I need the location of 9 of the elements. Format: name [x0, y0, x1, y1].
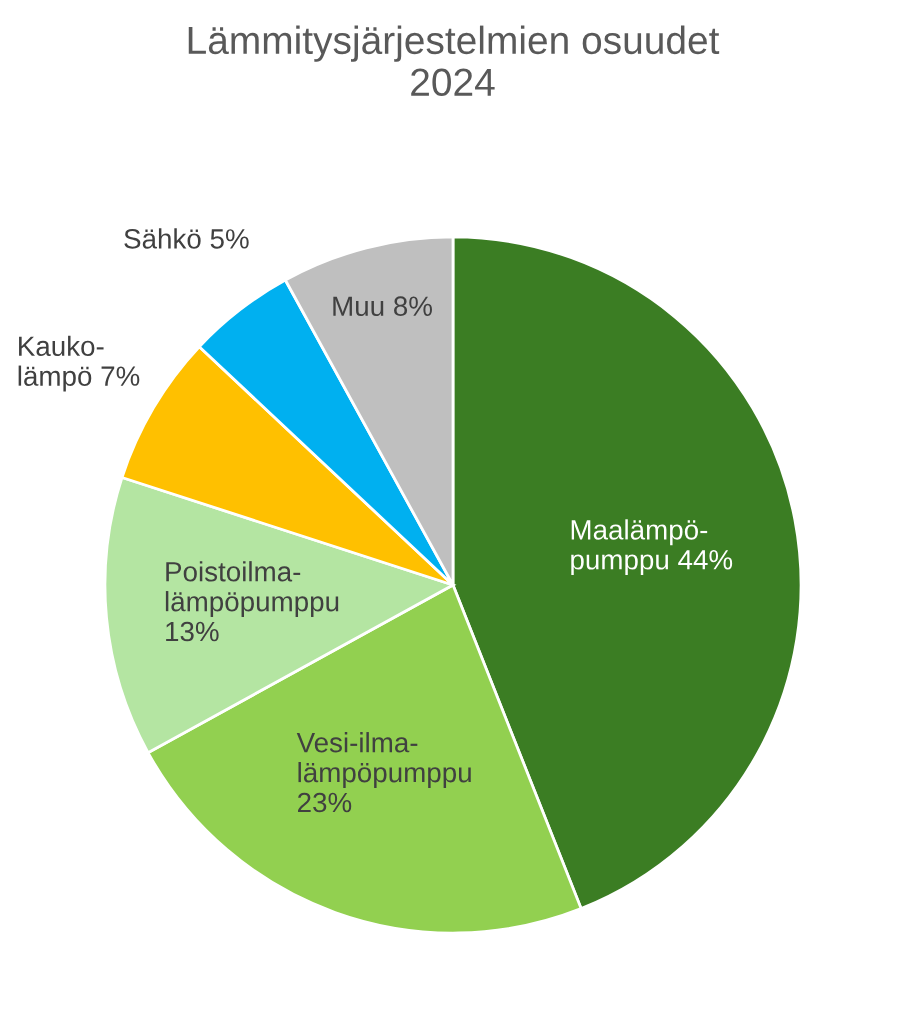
slice-label: Maalämpö- pumppu 44%: [571, 519, 733, 576]
slice-label: Poistoilma- lämpöpumppu: [165, 561, 339, 617]
slice-label: Vesi-ilma- lämpöpumppu: [296, 732, 471, 788]
data-label: 13%: [166, 621, 219, 642]
chart-title: Lämmitysjärjestelmien osuudet 2024: [188, 25, 720, 97]
data-label: 23%: [298, 792, 352, 813]
slice-label: Kauko- lämpö 7%: [18, 335, 140, 392]
slice-label: Muu 8%: [333, 296, 432, 317]
slice-label: Sähkö 5%: [124, 228, 249, 249]
